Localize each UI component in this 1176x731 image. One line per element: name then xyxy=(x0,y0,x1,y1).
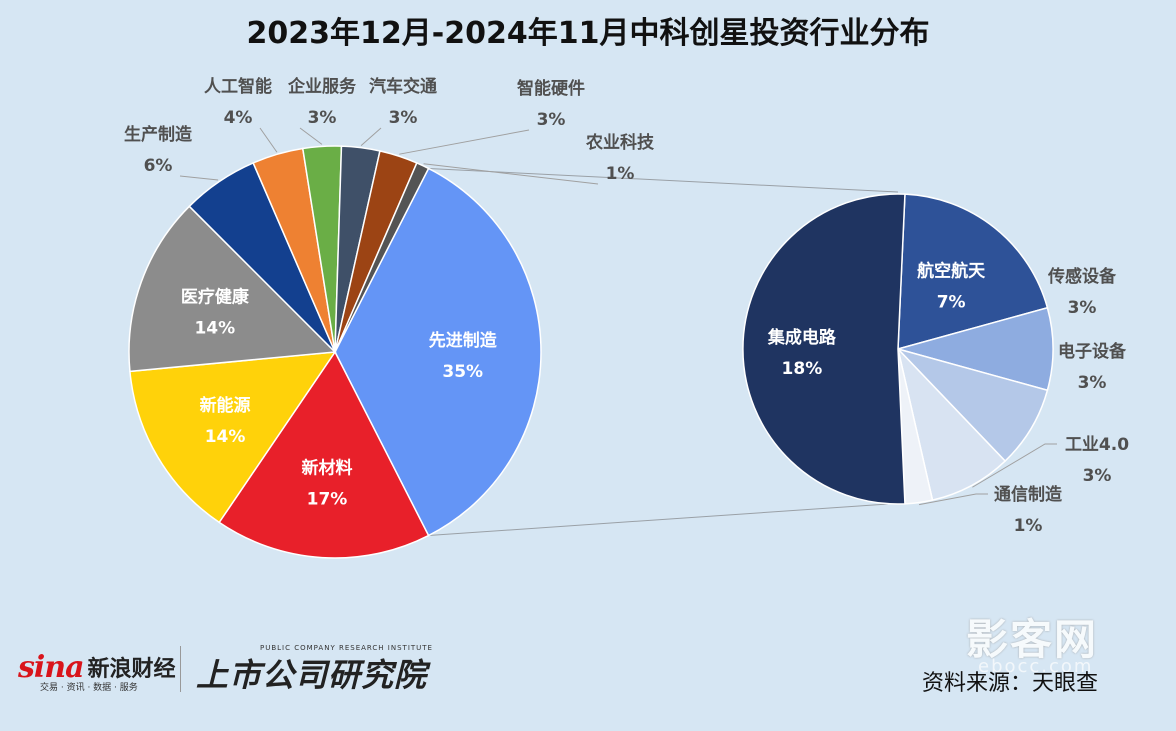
main-label-7-name: 汽车交通 xyxy=(369,76,437,97)
bd-label-3: 工业4.0 3% xyxy=(1065,435,1129,486)
label-leader-lines xyxy=(179,127,1057,506)
main-label-8-pct: 3% xyxy=(537,110,566,130)
leader-main-7 xyxy=(360,127,382,147)
institute-logo: 上市公司研究院 xyxy=(196,656,428,694)
bd-label-5-name: 集成电路 xyxy=(767,327,837,348)
main-label-7-pct: 3% xyxy=(389,108,418,128)
bd-label-4-name: 通信制造 xyxy=(994,484,1063,505)
breakdown-slice-2 xyxy=(895,347,1049,463)
main-slice-3 xyxy=(128,205,337,373)
bd-label-3-pct: 3% xyxy=(1083,466,1112,486)
bd-label-1: 传感设备 3% xyxy=(1047,266,1117,318)
main-label-1: 新材料 17% xyxy=(301,457,352,509)
main-slice-1 xyxy=(218,350,430,559)
main-slice-9 xyxy=(334,161,430,353)
leader-bd-4 xyxy=(918,493,988,506)
bd-label-4: 通信制造 1% xyxy=(994,484,1063,536)
breakdown-slice-0 xyxy=(897,193,1049,350)
main-label-1-name: 新材料 xyxy=(301,457,352,478)
chart-title: 2023年12月-2024年11月中科创星投资行业分布 xyxy=(246,16,930,51)
main-label-0-name: 先进制造 xyxy=(429,330,498,351)
sina-finance-logo: sina 新浪财经 交易 · 资讯 · 数据 · 服务 xyxy=(18,642,176,694)
main-pie xyxy=(128,145,542,559)
main-label-9: 农业科技 1% xyxy=(585,132,655,184)
bd-label-2-pct: 3% xyxy=(1078,373,1107,393)
leader-main-6 xyxy=(299,127,323,145)
slice-labels: 先进制造 35% 新材料 17% 新能源 14% 医疗健康 14% 生产制造 6% 人工智能 4% 企业… xyxy=(124,76,1129,536)
sina-finance-name: 新浪财经 xyxy=(87,657,176,682)
sina-logo-mark: sina xyxy=(18,649,85,685)
logo-divider xyxy=(180,646,181,692)
bd-label-2-name: 电子设备 xyxy=(1058,341,1127,362)
breakdown-connectors xyxy=(428,167,899,537)
leader-main-4 xyxy=(179,175,219,181)
bd-label-1-pct: 3% xyxy=(1068,298,1097,318)
main-label-2-name: 新能源 xyxy=(200,395,251,416)
bd-label-0-pct: 7% xyxy=(937,292,966,312)
main-label-3-pct: 14% xyxy=(194,319,235,339)
leader-main-5 xyxy=(259,127,278,153)
watermark-url: ebocc.com xyxy=(978,656,1094,677)
main-slice-2 xyxy=(129,351,337,524)
main-label-4-pct: 6% xyxy=(144,156,173,176)
bd-label-0-name: 航空航天 xyxy=(917,260,986,281)
bd-label-1-name: 传感设备 xyxy=(1047,266,1117,287)
main-label-5-pct: 4% xyxy=(224,108,253,128)
leader-bd-3 xyxy=(972,443,1057,488)
watermark: 影客网 xyxy=(966,615,1099,664)
breakdown-slice-3 xyxy=(896,346,1007,502)
data-source: 资料来源：天眼查 xyxy=(922,671,1099,696)
bd-label-3-name: 工业4.0 xyxy=(1065,435,1129,455)
main-label-4-name: 生产制造 xyxy=(124,124,193,145)
main-label-8-name: 智能硬件 xyxy=(517,78,585,99)
main-label-2-pct: 14% xyxy=(205,427,246,447)
main-label-3: 医疗健康 14% xyxy=(181,287,250,339)
main-label-6-name: 企业服务 xyxy=(287,76,357,97)
bd-label-5-pct: 18% xyxy=(782,359,823,379)
main-label-9-name: 农业科技 xyxy=(585,132,655,153)
main-label-1-pct: 17% xyxy=(307,489,348,509)
main-label-5-name: 人工智能 xyxy=(204,76,272,97)
main-label-8: 智能硬件 3% xyxy=(517,78,585,130)
breakdown-slice-1 xyxy=(895,306,1054,392)
main-label-9-pct: 1% xyxy=(606,164,635,184)
leader-main-9 xyxy=(423,163,599,185)
main-label-0-pct: 35% xyxy=(442,362,483,382)
main-label-2: 新能源 14% xyxy=(200,395,251,447)
breakdown-pie xyxy=(742,193,1054,505)
main-label-6-pct: 3% xyxy=(308,108,337,128)
bd-label-5: 集成电路 18% xyxy=(767,327,837,379)
main-label-0: 先进制造 35% xyxy=(429,330,498,382)
connector-top xyxy=(428,167,899,193)
bd-label-2: 电子设备 3% xyxy=(1058,341,1127,393)
main-slice-0 xyxy=(334,167,542,537)
institute-english-name: PUBLIC COMPANY RESEARCH INSTITUTE xyxy=(260,644,433,652)
bd-label-0: 航空航天 7% xyxy=(917,260,986,312)
main-label-3-name: 医疗健康 xyxy=(181,287,250,308)
sina-finance-tagline: 交易 · 资讯 · 数据 · 服务 xyxy=(40,683,138,693)
main-label-5: 人工智能 4% xyxy=(204,76,272,128)
main-label-4: 生产制造 6% xyxy=(124,124,193,176)
breakdown-slice-5 xyxy=(742,193,906,505)
main-label-6: 企业服务 3% xyxy=(287,76,357,128)
leader-main-8 xyxy=(399,129,530,155)
bd-label-4-pct: 1% xyxy=(1014,516,1043,536)
connector-bottom xyxy=(428,503,889,537)
main-label-7: 汽车交通 3% xyxy=(369,76,437,128)
